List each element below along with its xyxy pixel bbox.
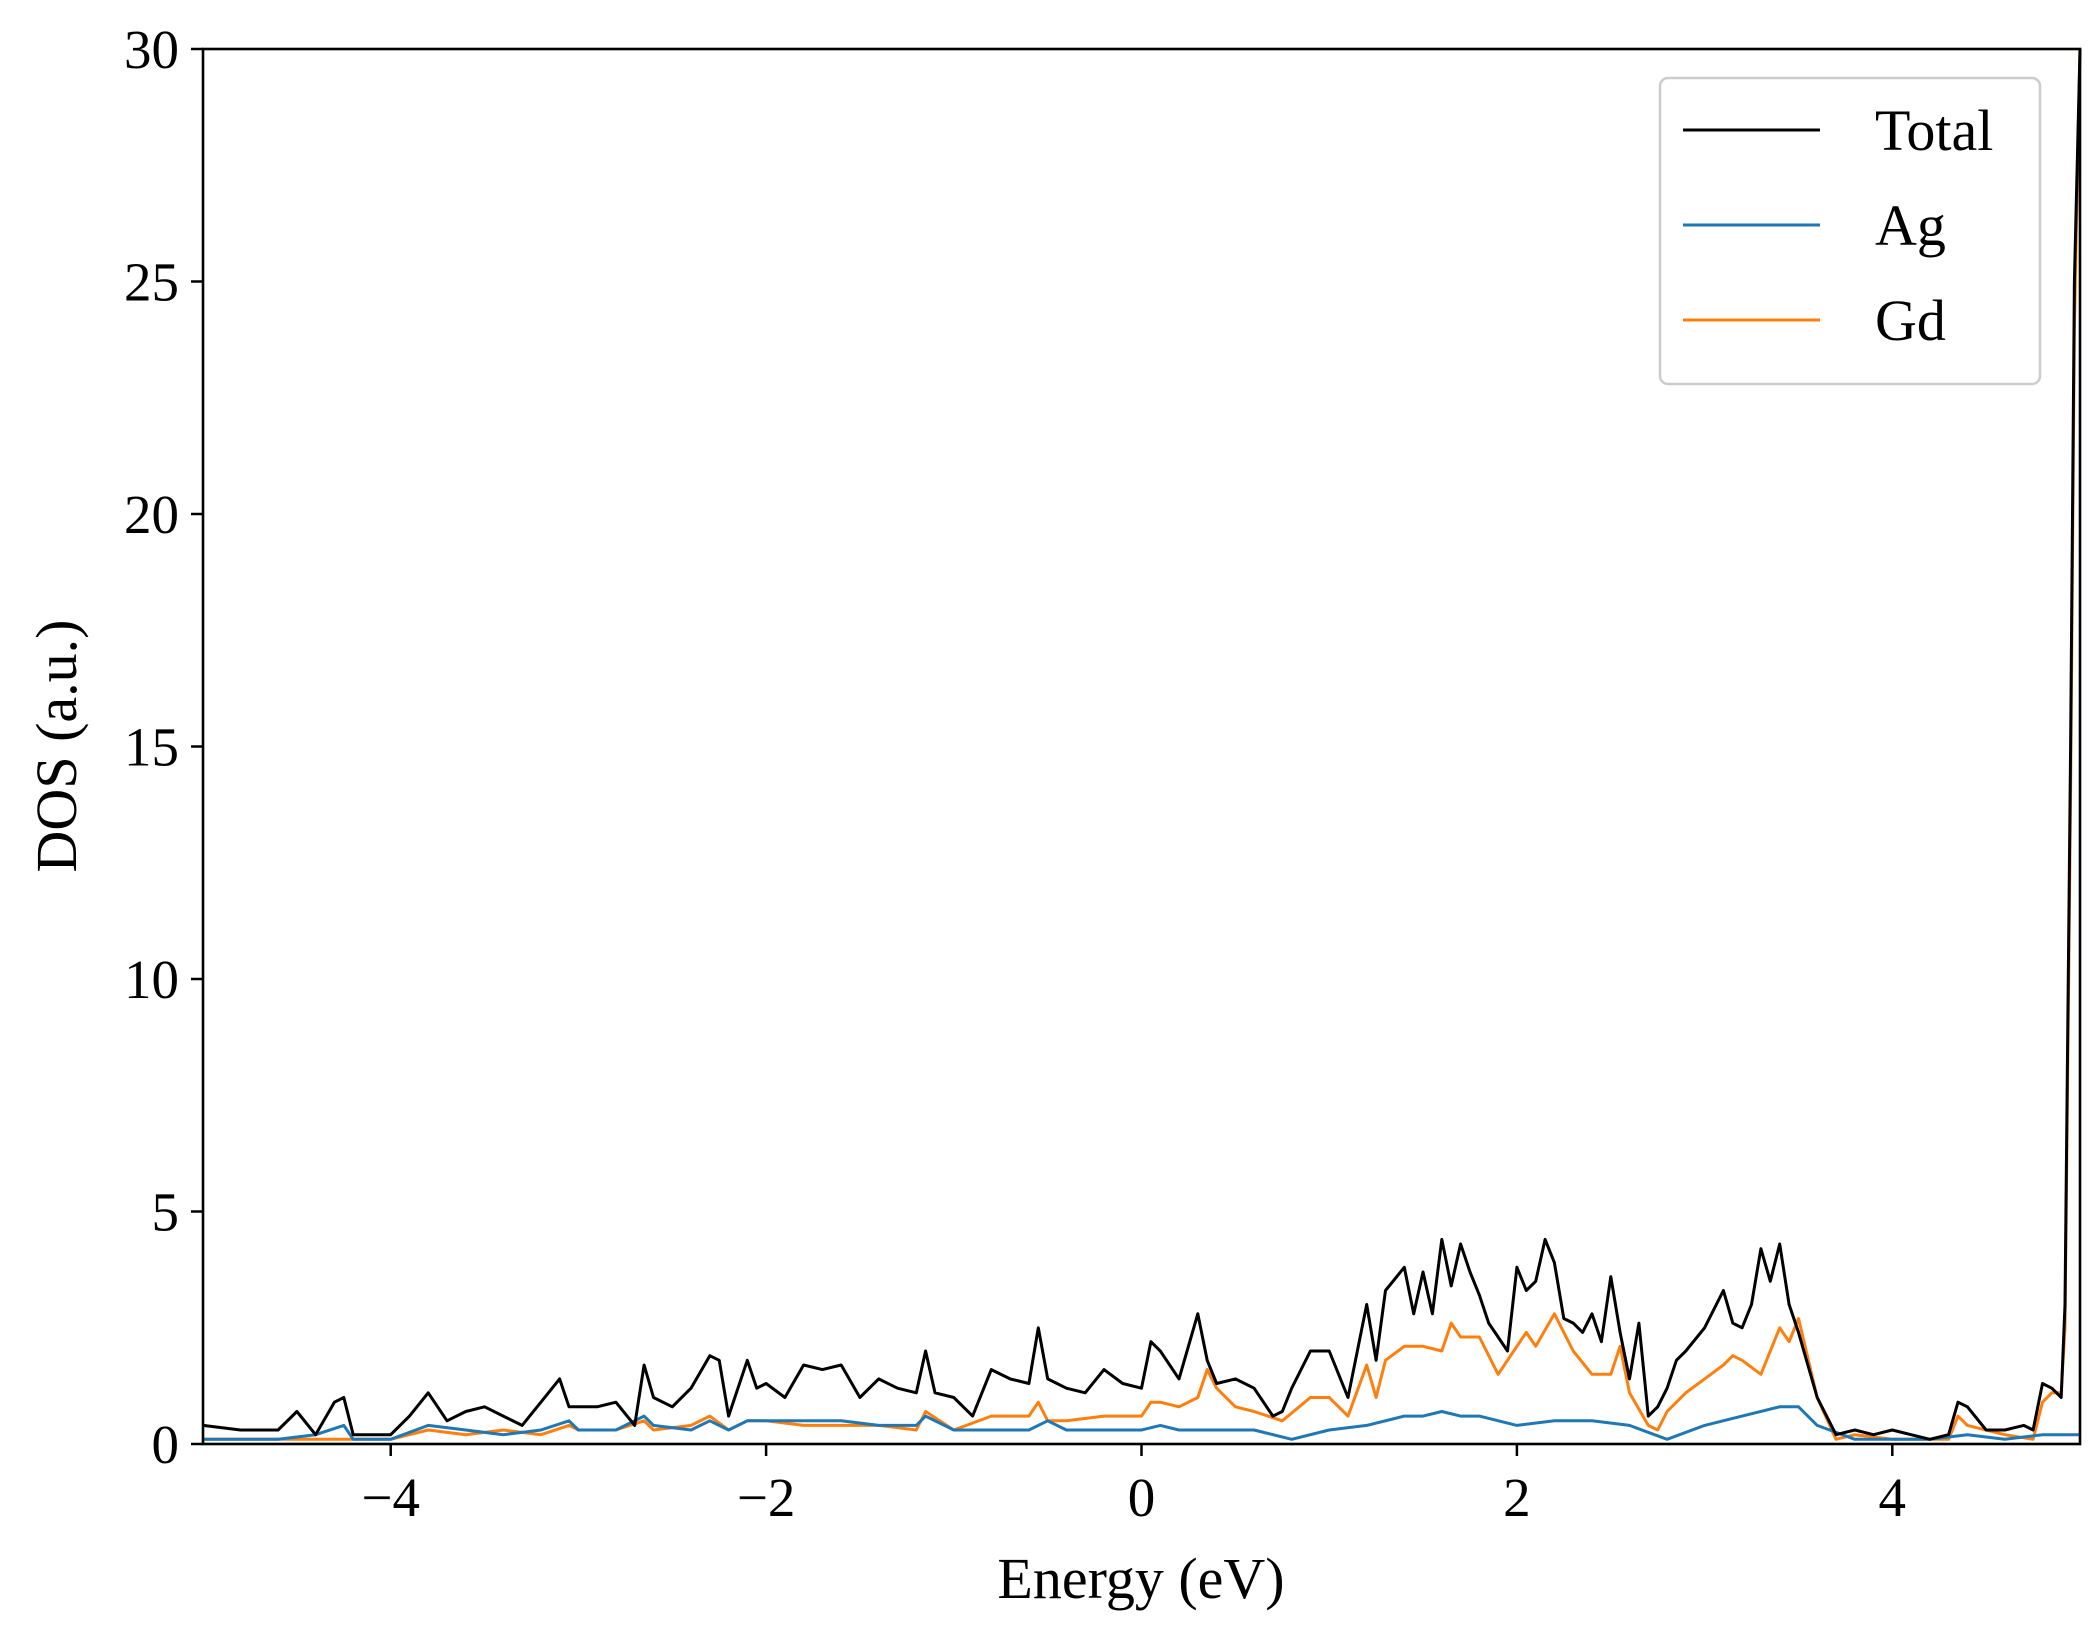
x-tick-label: 4 [1879, 1467, 1907, 1528]
legend: Total Ag Gd [1658, 76, 2042, 386]
x-tick-label: −2 [737, 1467, 796, 1528]
x-axis-label: Energy (eV) [997, 1546, 1284, 1611]
y-tick-label: 15 [124, 717, 179, 778]
series-line-ag [203, 1405, 2080, 1441]
x-tick-label: 2 [1503, 1467, 1531, 1528]
y-tick-label: 0 [152, 1414, 180, 1475]
legend-label-total: Total [1875, 98, 1993, 163]
legend-label-gd: Gd [1875, 288, 1946, 353]
y-tick-label: 25 [124, 252, 179, 313]
legend-box [1658, 76, 2042, 386]
series-layer [202, 48, 2082, 1441]
legend-entries: Total Ag Gd [1683, 98, 1993, 353]
x-tick-label: −4 [361, 1467, 420, 1528]
x-axis-ticks: −4 −2 0 2 4 [361, 1444, 1906, 1528]
x-tick-label: 0 [1128, 1467, 1156, 1528]
legend-label-ag: Ag [1875, 193, 1946, 258]
y-tick-label: 5 [152, 1182, 180, 1243]
y-tick-label: 20 [124, 484, 179, 545]
y-tick-label: 10 [124, 949, 179, 1010]
series-line-total [202, 48, 2082, 1441]
y-tick-label: 30 [124, 19, 179, 80]
y-axis-label: DOS (a.u.) [24, 620, 89, 873]
y-axis-ticks: 0 5 10 15 20 25 30 [124, 19, 203, 1475]
